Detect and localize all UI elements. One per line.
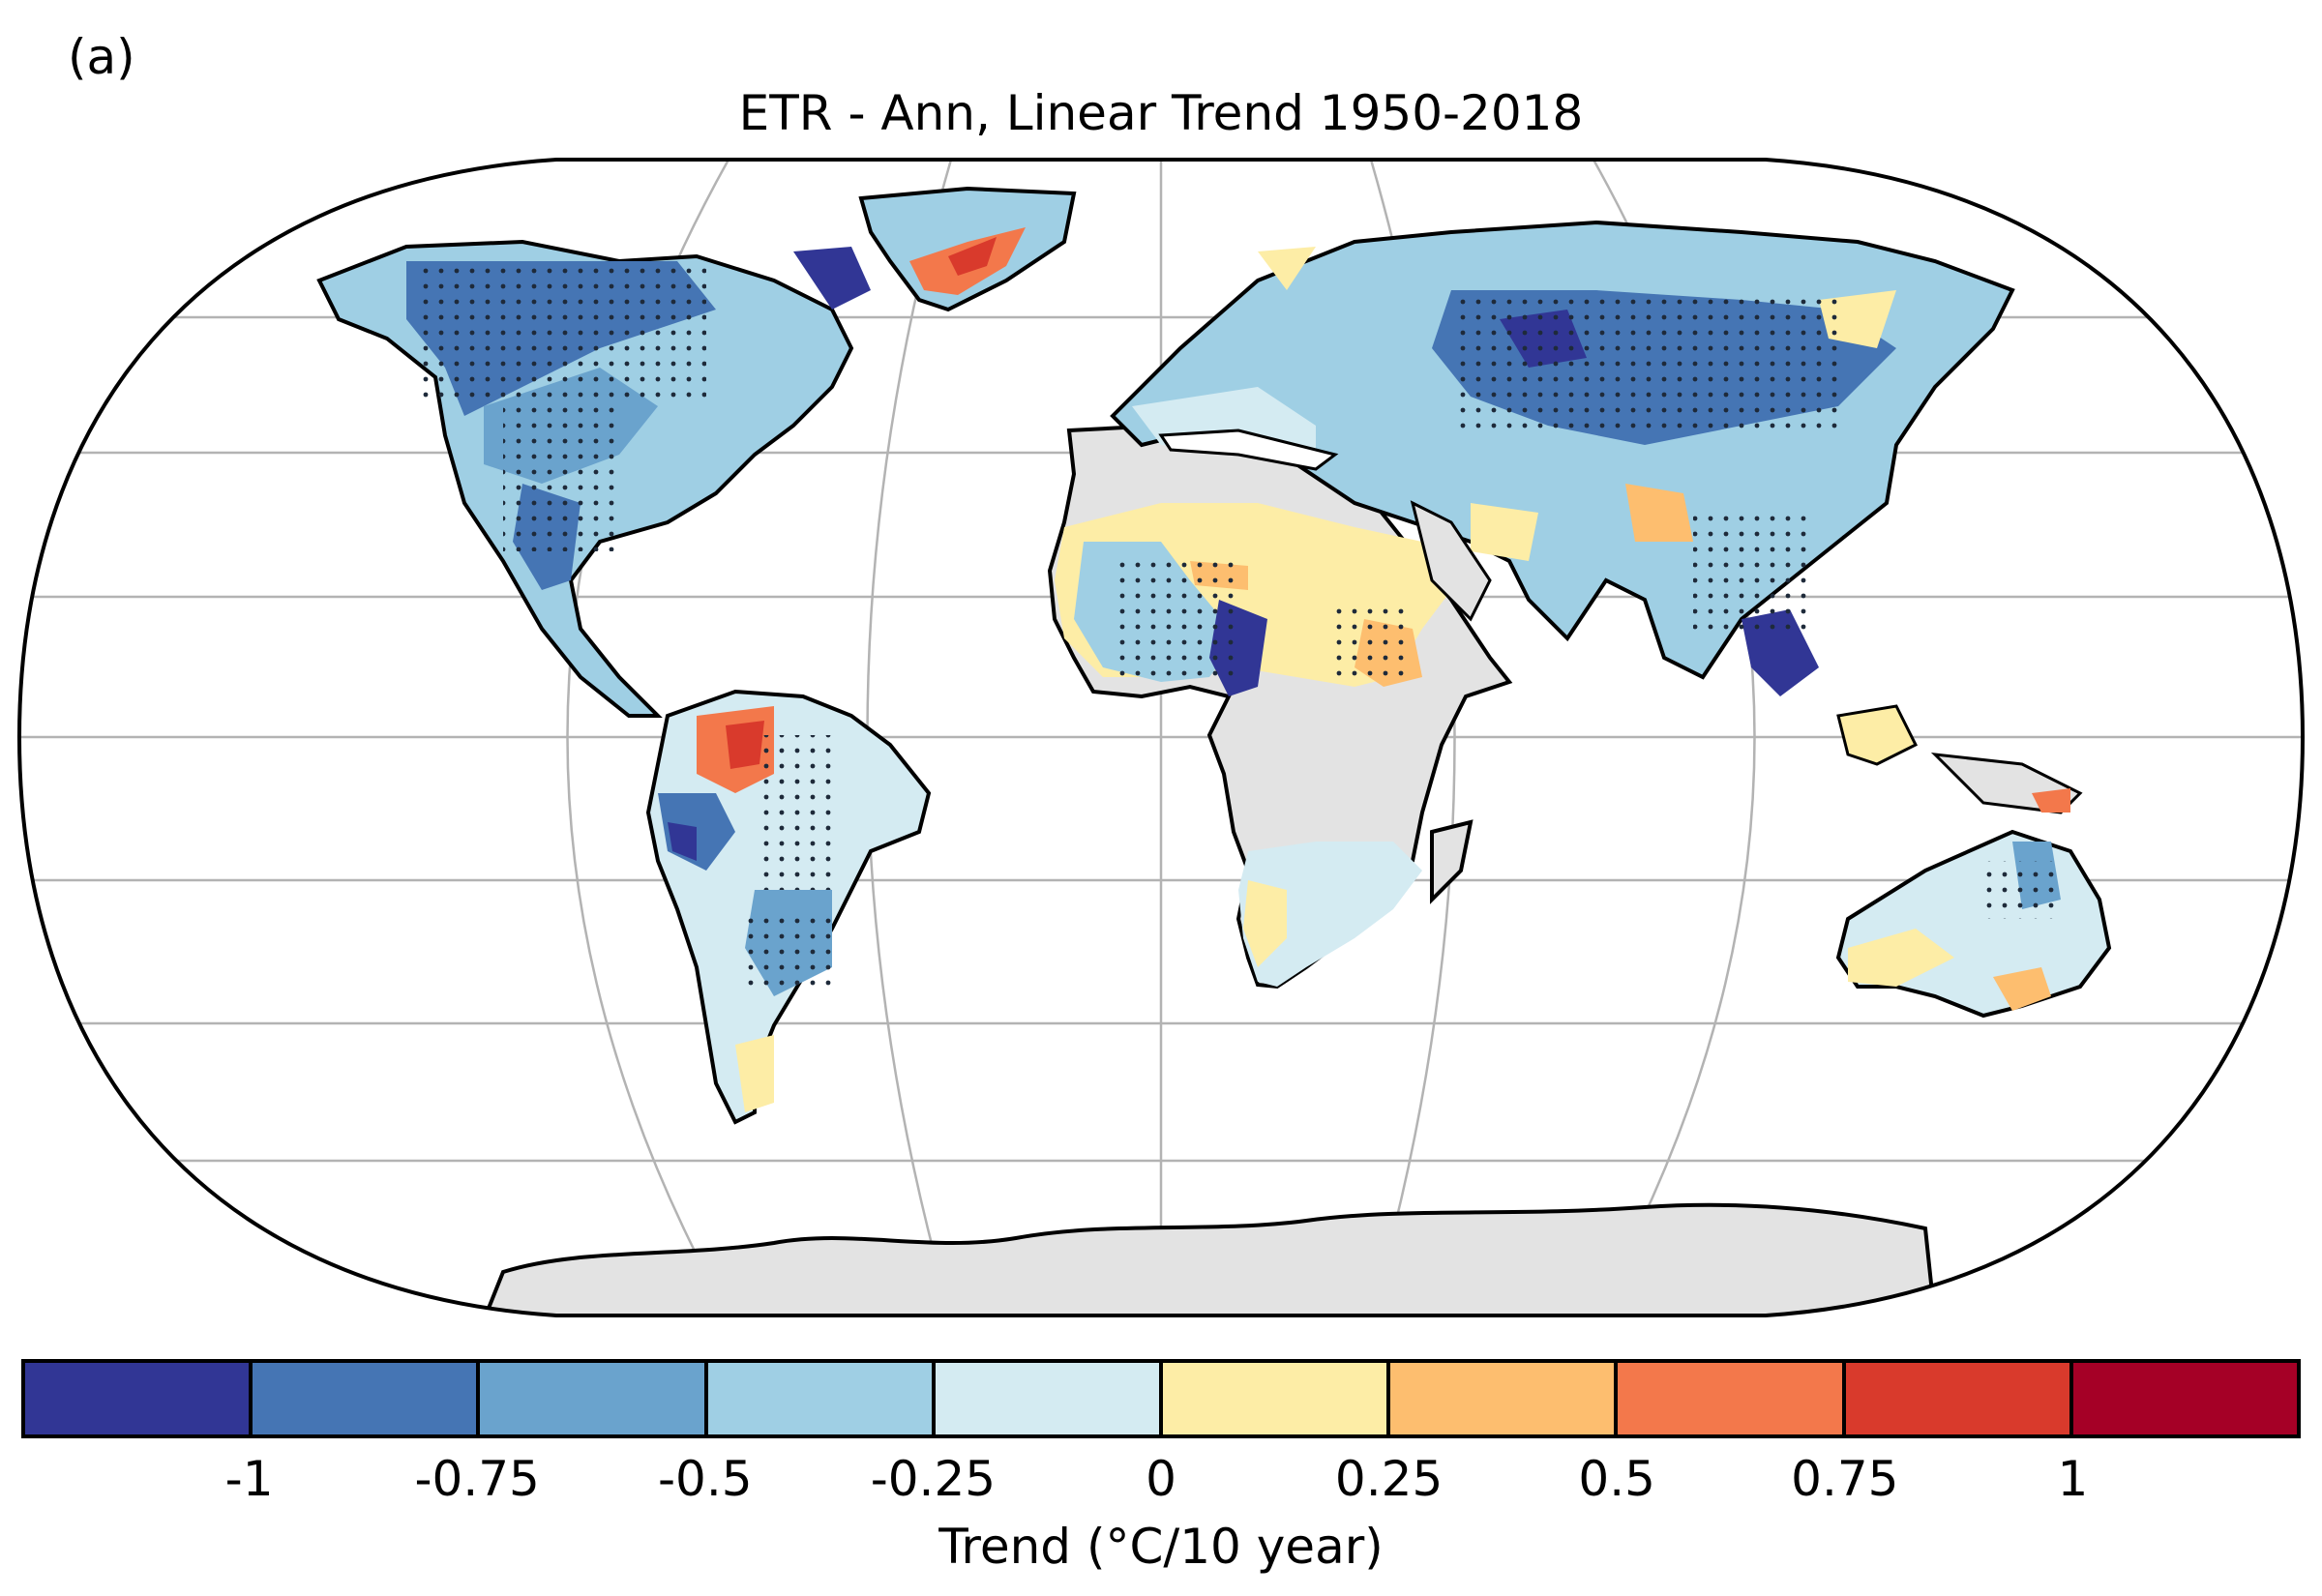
colorbar-tick-label: -0.5 bbox=[658, 1451, 753, 1507]
colorbar-tick-label: -1 bbox=[224, 1451, 274, 1507]
colorbar-tick-label: 0.25 bbox=[1334, 1451, 1444, 1507]
significance-stippling bbox=[416, 261, 2061, 987]
graticule bbox=[19, 160, 2303, 1315]
australia-region bbox=[1835, 829, 2112, 1019]
colorbar-segment-1 bbox=[253, 1363, 481, 1434]
colorbar-tick-label: 0.75 bbox=[1791, 1451, 1899, 1507]
antarctica-region bbox=[481, 1202, 1938, 1315]
colorbar-segment-6 bbox=[1390, 1363, 1619, 1434]
colorbar-tick-label: 0.5 bbox=[1578, 1451, 1655, 1507]
colorbar-tick-label: -0.25 bbox=[870, 1451, 997, 1507]
mediterranean-sea bbox=[1158, 429, 1339, 471]
colorbar-segment-5 bbox=[1163, 1363, 1391, 1434]
world-map bbox=[16, 158, 2306, 1317]
projection-outline bbox=[16, 158, 2306, 1317]
colorbar-tick-label: 0 bbox=[1146, 1451, 1176, 1507]
colorbar-segment-7 bbox=[1618, 1363, 1846, 1434]
colorbar-segment-8 bbox=[1845, 1363, 2073, 1434]
colorbar-segment-0 bbox=[25, 1363, 253, 1434]
colorbar bbox=[21, 1359, 2301, 1438]
colorbar-segment-3 bbox=[707, 1363, 936, 1434]
colorbar-segment-9 bbox=[2072, 1363, 2298, 1434]
colorbar-segment-2 bbox=[480, 1363, 708, 1434]
southern-africa-region bbox=[1238, 842, 1422, 987]
map-title: ETR - Ann, Linear Trend 1950-2018 bbox=[738, 85, 1584, 141]
colorbar-label: Trend (°C/10 year) bbox=[938, 1519, 1384, 1575]
panel-label: (a) bbox=[68, 29, 135, 85]
colorbar-tick-label: -0.75 bbox=[414, 1451, 540, 1507]
colorbar-tick-label: 1 bbox=[2057, 1451, 2089, 1507]
maritime-asia-region bbox=[1836, 704, 1919, 766]
colorbar-segment-4 bbox=[935, 1363, 1164, 1434]
